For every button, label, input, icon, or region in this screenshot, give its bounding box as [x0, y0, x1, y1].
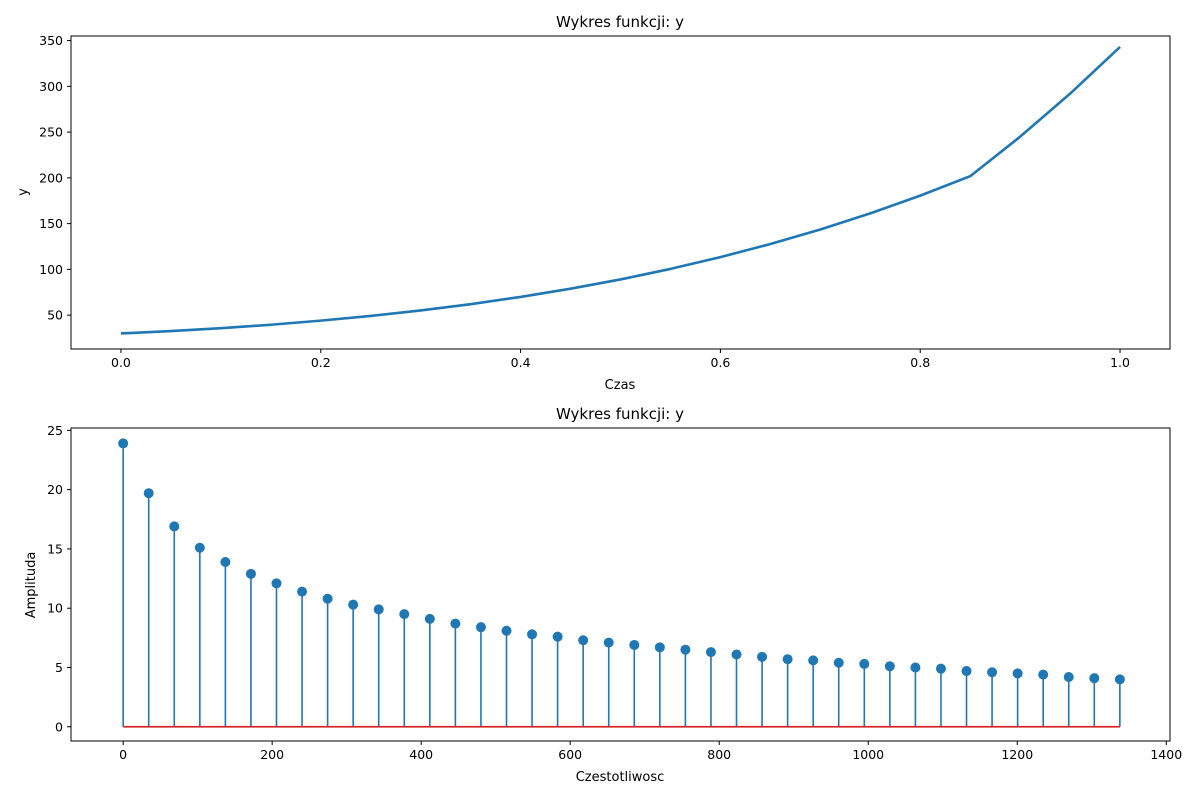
stem-marker: [373, 604, 384, 615]
stem-marker: [731, 649, 742, 660]
stem-marker: [322, 593, 333, 604]
stem-marker: [757, 651, 768, 662]
stem-marker: [833, 657, 844, 668]
top-x-tick-label: 0.4: [511, 355, 531, 370]
top-chart: Wykres funkcji: y 0.0 0.2 0.4 0.6 0.8 1.0 50 1…: [16, 13, 1171, 393]
top-x-axis-label: Czas: [605, 378, 636, 393]
top-y-tick-label: 300: [39, 79, 63, 94]
stem-marker: [475, 622, 486, 633]
stem-marker: [987, 667, 998, 678]
bottom-axes-frame: [70, 427, 1171, 742]
stem-marker: [1089, 673, 1100, 684]
top-axes-frame: [70, 35, 1171, 350]
bottom-x-tick-label: 1000: [852, 747, 884, 762]
stem-marker: [910, 662, 921, 673]
top-x-ticks: 0.0 0.2 0.4 0.6 0.8 1.0: [111, 349, 1130, 370]
stem-marker: [654, 642, 665, 653]
bottom-x-tick-label: 0: [119, 747, 127, 762]
stem-marker: [680, 644, 691, 655]
top-series-line: [120, 46, 1121, 335]
stem-marker: [169, 521, 180, 532]
top-y-tick-label: 150: [39, 216, 63, 231]
stem-marker: [450, 618, 461, 629]
stem-marker: [271, 578, 282, 589]
bottom-y-tick-label: 5: [55, 660, 63, 675]
stem-marker: [859, 658, 870, 669]
bottom-y-ticks: 0 5 10 15 20 25: [47, 423, 71, 734]
stem-marker: [118, 438, 129, 449]
bottom-x-tick-label: 1400: [1150, 747, 1182, 762]
stem-marker: [399, 609, 410, 620]
stem-marker: [527, 629, 538, 640]
stem-marker: [705, 647, 716, 658]
stem-marker: [424, 613, 435, 624]
top-x-tick-label: 0.8: [910, 355, 930, 370]
bottom-y-tick-label: 10: [47, 601, 63, 616]
bottom-x-ticks: 0 200 400 600 800 1000 1200 1400: [119, 741, 1182, 762]
top-y-tick-label: 100: [39, 262, 63, 277]
stem-marker: [297, 586, 308, 597]
stem-marker: [578, 635, 589, 646]
bottom-y-tick-label: 15: [47, 541, 63, 556]
stem-marker: [1038, 669, 1049, 680]
bottom-y-tick-label: 25: [47, 423, 63, 438]
top-y-tick-label: 250: [39, 125, 63, 140]
stem-marker: [629, 639, 640, 650]
stem-marker: [782, 654, 793, 665]
stem-marker: [935, 663, 946, 674]
bottom-x-tick-label: 600: [558, 747, 582, 762]
top-y-tick-label: 350: [39, 33, 63, 48]
bottom-y-tick-label: 20: [47, 482, 63, 497]
stem-marker: [808, 655, 819, 666]
stem-marker: [961, 666, 972, 677]
stem-marker: [1114, 674, 1125, 685]
stem-marker: [194, 542, 205, 553]
bottom-x-tick-label: 400: [409, 747, 433, 762]
bottom-x-axis-label: Czestotliwosc: [576, 770, 665, 785]
bottom-y-tick-label: 0: [55, 719, 63, 734]
bottom-series-layer: [118, 438, 1125, 728]
stem-marker: [245, 568, 256, 579]
bottom-y-axis-label: Amplituda: [24, 552, 39, 619]
stem-marker: [603, 637, 614, 648]
top-x-tick-label: 0.6: [710, 355, 730, 370]
stem-marker: [501, 625, 512, 636]
top-y-axis-label: y: [16, 188, 31, 196]
bottom-x-tick-label: 800: [707, 747, 731, 762]
top-y-ticks: 50 100 150 200 250 300 350: [39, 33, 71, 323]
top-chart-title: Wykres funkcji: y: [556, 13, 684, 31]
bottom-x-tick-label: 200: [260, 747, 284, 762]
bottom-x-tick-label: 1200: [1001, 747, 1033, 762]
stem-marker: [348, 599, 359, 610]
top-y-tick-label: 200: [39, 170, 63, 185]
stem-marker: [1012, 668, 1023, 679]
stem-marker: [1063, 671, 1074, 682]
bottom-chart: Wykres funkcji: y 0 200 400 600 800 1000 1200 1…: [24, 405, 1182, 785]
top-series-layer: [120, 46, 1121, 335]
top-x-tick-label: 0.2: [311, 355, 331, 370]
stem-marker: [552, 631, 563, 642]
stem-marker: [220, 556, 231, 567]
top-y-tick-label: 50: [47, 308, 63, 323]
bottom-chart-title: Wykres funkcji: y: [556, 405, 684, 423]
top-x-tick-label: 0.0: [111, 355, 131, 370]
stem-marker: [884, 661, 895, 672]
top-x-tick-label: 1.0: [1110, 355, 1130, 370]
stem-marker: [143, 488, 154, 499]
